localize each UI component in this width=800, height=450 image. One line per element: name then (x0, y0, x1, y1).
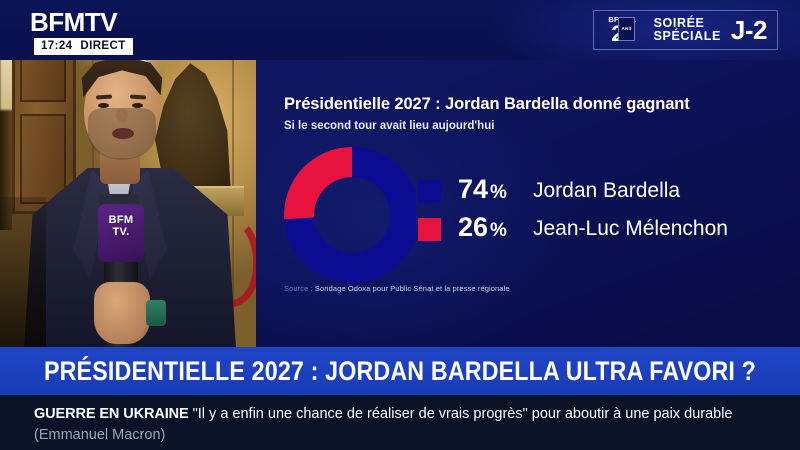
legend-name-melenchon: Jean-Luc Mélenchon (533, 217, 728, 240)
percent-sign: % (490, 220, 507, 241)
anniversary-badge: ANS (618, 17, 635, 41)
door-panel (20, 114, 66, 204)
special-program-text: SOIRÉE SPÉCIALE (654, 17, 721, 43)
anniversary-logo: BFMTV. 20 ANS (602, 16, 644, 45)
mic-logo-line1: BFM (108, 214, 134, 226)
bfmtv-logo: BFMTV (30, 7, 118, 37)
top-bar: BFMTV 17:24 DIRECT BFMTV. 20 ANS SOIRÉE S… (0, 0, 800, 60)
ticker-kicker: GUERRE EN UKRAINE (34, 406, 189, 422)
wristwatch (146, 300, 166, 326)
reporter-hand (94, 282, 150, 344)
reporter-nose (116, 108, 128, 122)
donut-chart (256, 140, 416, 290)
clock-time: 17:24 (41, 40, 73, 52)
mic-logo-line2: TV. (112, 226, 130, 238)
chart-title: Présidentielle 2027 : Jordan Bardella do… (284, 95, 690, 113)
microphone-flag: BFM TV. (98, 204, 144, 262)
anniversary-number: 20 ANS (611, 17, 635, 45)
special-program-badge: BFMTV. 20 ANS SOIRÉE SPÉCIALE J-2 (592, 10, 778, 50)
headline-text: PRÉSIDENTIELLE 2027 : JORDAN BARDELLA UL… (43, 355, 757, 386)
panel-glow (256, 60, 800, 347)
reporter-eye (132, 103, 143, 108)
legend-percent-bardella: 74% (458, 176, 522, 206)
chart-legend: 74% Jordan Bardella 26% Jean-Luc Mélench… (418, 172, 728, 248)
live-label: DIRECT (80, 40, 126, 52)
donut-segment-melenchon (284, 147, 352, 220)
headline-banner: PRÉSIDENTIELLE 2027 : JORDAN BARDELLA UL… (0, 347, 800, 395)
percent-sign: % (490, 182, 507, 203)
ticker-attribution: (Emmanuel Macron) (34, 427, 166, 443)
legend-percent-melenchon: 26% (458, 214, 522, 244)
legend-name-bardella: Jordan Bardella (533, 179, 681, 202)
countdown-label: J-2 (730, 15, 768, 45)
clock-live-chip: 17:24 DIRECT (34, 38, 133, 55)
source-text: Sondage Odoxa pour Public Sénat et la pr… (314, 284, 510, 293)
chart-source: Source : Sondage Odoxa pour Public Sénat… (284, 284, 510, 293)
reporter-mouth (112, 128, 134, 139)
source-label: Source : (284, 284, 313, 293)
ticker-line: GUERRE EN UKRAINE "Il y a enfin une chan… (34, 404, 780, 446)
donut-segment-bardella (284, 147, 416, 283)
legend-percent-value: 26 (458, 212, 489, 242)
legend-item-melenchon: 26% Jean-Luc Mélenchon (418, 210, 728, 248)
special-line-1: SOIRÉE (653, 16, 705, 30)
foreground-shadow (0, 197, 46, 347)
microphone-logo: BFM TV. (98, 214, 144, 238)
chart-subtitle: Si le second tour avait lieu aujourd'hui (284, 120, 495, 132)
donut-svg (284, 147, 416, 283)
legend-swatch-bardella (418, 179, 441, 203)
reporter-eye (98, 103, 109, 108)
news-ticker: GUERRE EN UKRAINE "Il y a enfin une chan… (0, 395, 800, 450)
legend-swatch-melenchon (418, 217, 441, 241)
graphic-panel (256, 60, 800, 347)
ticker-quote: "Il y a enfin une chance de réaliser de … (192, 406, 733, 422)
legend-item-bardella: 74% Jordan Bardella (418, 172, 728, 210)
wall-seam (232, 0, 234, 347)
special-line-2: SPÉCIALE (653, 29, 721, 43)
legend-percent-value: 74 (458, 174, 489, 204)
